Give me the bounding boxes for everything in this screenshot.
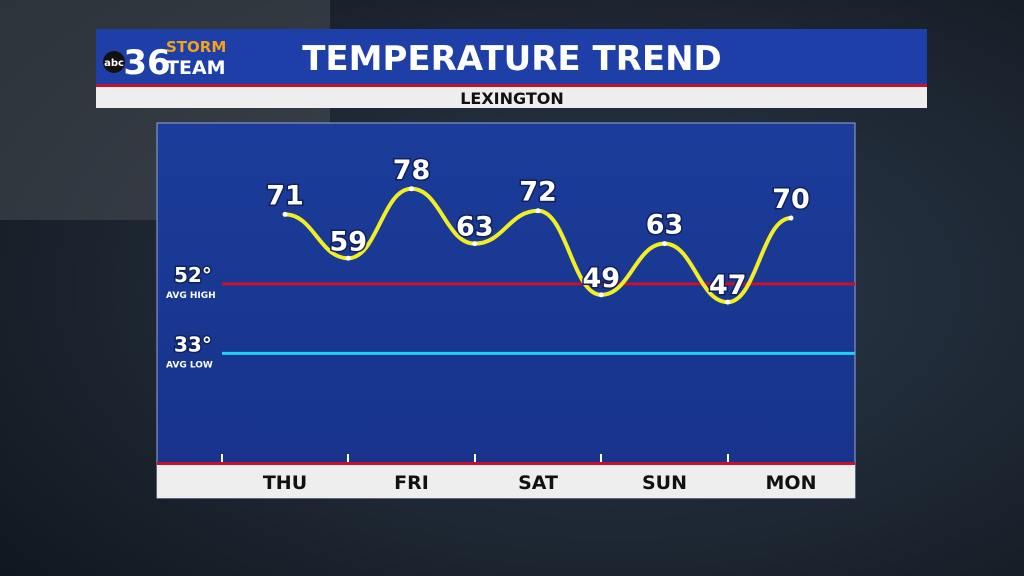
x-axis-band xyxy=(157,463,855,498)
point xyxy=(535,208,541,214)
point xyxy=(409,186,414,192)
logo-network: abc xyxy=(104,58,124,69)
header-rule xyxy=(96,84,927,87)
plot-area xyxy=(156,122,856,499)
reference-label: AVG LOW xyxy=(166,360,213,370)
logo-top: STORM xyxy=(166,38,226,56)
data-label: 72 xyxy=(519,177,557,208)
logo-bottom: TEAM xyxy=(166,57,226,79)
data-label: 78 xyxy=(393,155,431,186)
logo-circle xyxy=(103,51,125,73)
point xyxy=(788,215,794,221)
x-axis-rule xyxy=(157,462,855,465)
data-label: 63 xyxy=(646,210,684,241)
reference-value: 33° xyxy=(174,332,212,356)
data-label: 47 xyxy=(709,270,747,301)
x-tick-label: SAT xyxy=(518,472,558,494)
data-label: 63 xyxy=(456,212,494,243)
logo-number: 36 xyxy=(123,43,170,83)
x-tick-label: THU xyxy=(263,472,307,494)
point xyxy=(472,241,478,247)
x-tick-label: MON xyxy=(766,472,817,494)
data-label: 49 xyxy=(582,263,620,294)
data-label: 71 xyxy=(266,180,304,211)
x-tick-label: SUN xyxy=(642,472,687,494)
chart-title: TEMPERATURE TREND xyxy=(302,39,722,79)
x-separators xyxy=(221,454,729,462)
chart-subtitle: LEXINGTON xyxy=(460,89,564,108)
data-label: 59 xyxy=(329,226,367,257)
subtitle-bar xyxy=(96,87,927,108)
point xyxy=(345,255,351,261)
point xyxy=(662,241,667,247)
point xyxy=(598,292,604,298)
point xyxy=(282,211,288,217)
header-bar xyxy=(96,29,927,84)
point xyxy=(725,299,731,305)
x-tick-label: FRI xyxy=(394,472,429,494)
reference-label: AVG HIGH xyxy=(166,291,216,301)
reference-value: 52° xyxy=(174,263,212,287)
data-label: 70 xyxy=(772,184,810,215)
